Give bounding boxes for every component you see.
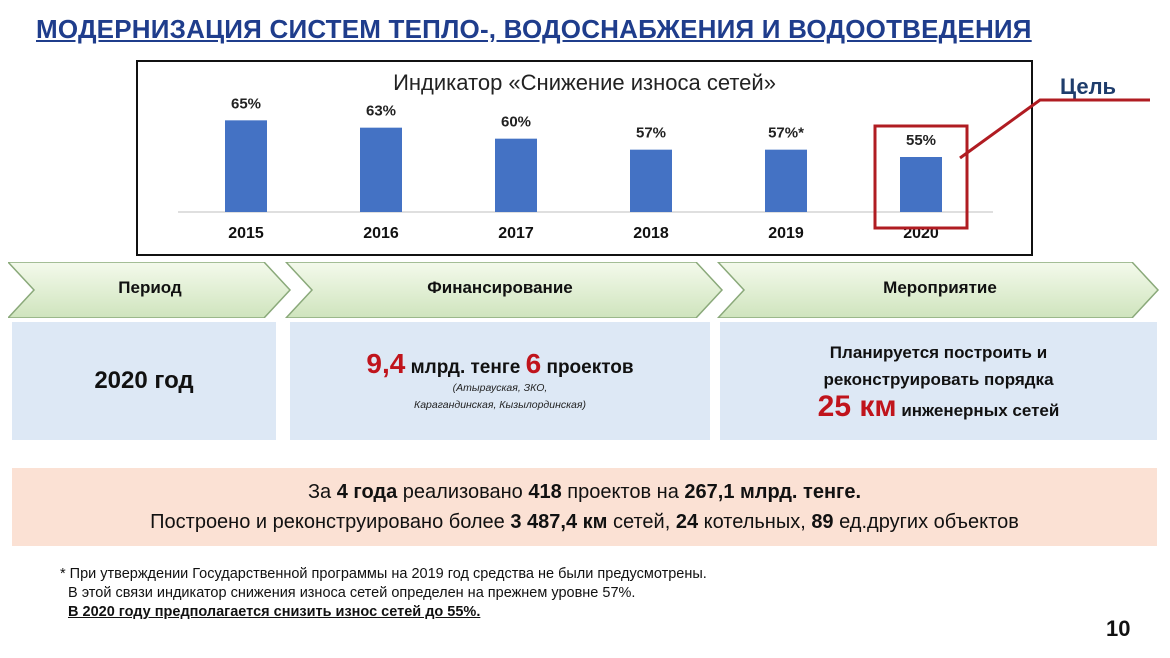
summary-amount: 267,1 млрд. тенге. [684, 481, 862, 503]
summary-line2: Построено и реконструировано более 3 487… [12, 507, 1157, 537]
summary-projects: 418 [528, 481, 562, 503]
summary-text: реализовано [397, 481, 529, 503]
financing-unit: млрд. тенге [405, 357, 526, 378]
arrow-period [8, 262, 292, 318]
arrow-financing [284, 262, 724, 318]
event-km: 25 км [817, 389, 897, 423]
data-label-2015: 65% [231, 95, 261, 112]
summary-years: 4 года [336, 481, 398, 503]
page-title: МОДЕРНИЗАЦИЯ СИСТЕМ ТЕПЛО-, ВОДОСНАБЖЕНИ… [36, 14, 1032, 44]
page-number: 10 [1106, 616, 1131, 641]
x-tick-2016: 2016 [363, 225, 399, 242]
process-arrows [8, 262, 1160, 318]
x-tick-2015: 2015 [228, 225, 264, 242]
event-panel: Планируется построить и реконструировать… [720, 322, 1157, 440]
arrow-event [716, 262, 1160, 318]
bar-chart: 65%201563%201660%201757%201857%*201955%2… [178, 95, 993, 242]
summary-text: сетей, [607, 511, 676, 533]
bar-2017 [495, 138, 537, 212]
financing-summary: 9,4 млрд. тенге 6 проектов [366, 348, 633, 380]
financing-amount: 9,4 [366, 348, 406, 379]
stage-event-label: Мероприятие [883, 278, 997, 297]
data-label-2016: 63% [366, 103, 396, 120]
summary-objects: 89 [811, 511, 834, 533]
financing-regions-line1: (Атырауская, ЗКО, [452, 382, 548, 394]
chart-title: Индикатор «Снижение износа сетей» [393, 70, 776, 95]
summary-panel: За 4 года реализовано 418 проектов на 26… [12, 468, 1157, 546]
data-label-2019: 57%* [768, 125, 804, 142]
stage-period-label: Период [118, 278, 182, 297]
bar-2015 [225, 120, 267, 212]
data-label-2018: 57% [636, 125, 666, 142]
summary-text: проектов на [561, 481, 685, 503]
event-line2: реконструировать порядка [823, 369, 1054, 389]
x-tick-2018: 2018 [633, 225, 669, 242]
footnote: * При утверждении Государственной програ… [60, 565, 707, 622]
data-label-2017: 60% [501, 114, 531, 131]
goal-label: Цель [1060, 74, 1117, 99]
summary-km: 3 487,4 км [510, 511, 608, 533]
financing-panel: 9,4 млрд. тенге 6 проектов (Атырауская, … [290, 322, 710, 440]
financing-regions-line2: Карагандинская, Кызылординская) [414, 399, 586, 411]
bar-2020 [900, 157, 942, 212]
footnote-line2: В этой связи индикатор снижения износа с… [68, 585, 636, 601]
bar-2019 [765, 149, 807, 212]
period-panel: 2020 год [12, 322, 276, 440]
data-label-2020: 55% [906, 132, 936, 149]
chart-frame: Индикатор «Снижение износа сетей» 65% 201… [136, 60, 1033, 256]
summary-text: котельных, [698, 511, 812, 533]
summary-text: ед.других объектов [833, 511, 1019, 533]
financing-projects-count: 6 [525, 348, 542, 379]
x-tick-2019: 2019 [768, 225, 804, 242]
summary-line1: За 4 года реализовано 418 проектов на 26… [12, 477, 1157, 507]
event-line1: Планируется построить и [829, 342, 1048, 362]
summary-text: Построено и реконструировано более [150, 511, 511, 533]
x-tick-2017: 2017 [498, 225, 534, 242]
stage-financing-label: Финансирование [427, 278, 573, 297]
event-line3-text: инженерных сетей [896, 400, 1060, 420]
bar-2016 [360, 127, 402, 212]
period-year: 2020 год [94, 367, 194, 394]
goal-highlight-box [873, 124, 969, 230]
summary-text: За [307, 481, 337, 503]
footnote-line1: * При утверждении Государственной програ… [60, 566, 707, 582]
bar-2018 [630, 149, 672, 212]
summary-boilers: 24 [675, 511, 699, 533]
financing-projects-word: проектов [541, 357, 634, 378]
footnote-line3: В 2020 году предполагается снизить износ… [68, 604, 481, 620]
event-line3: 25 км инженерных сетей [817, 389, 1060, 424]
